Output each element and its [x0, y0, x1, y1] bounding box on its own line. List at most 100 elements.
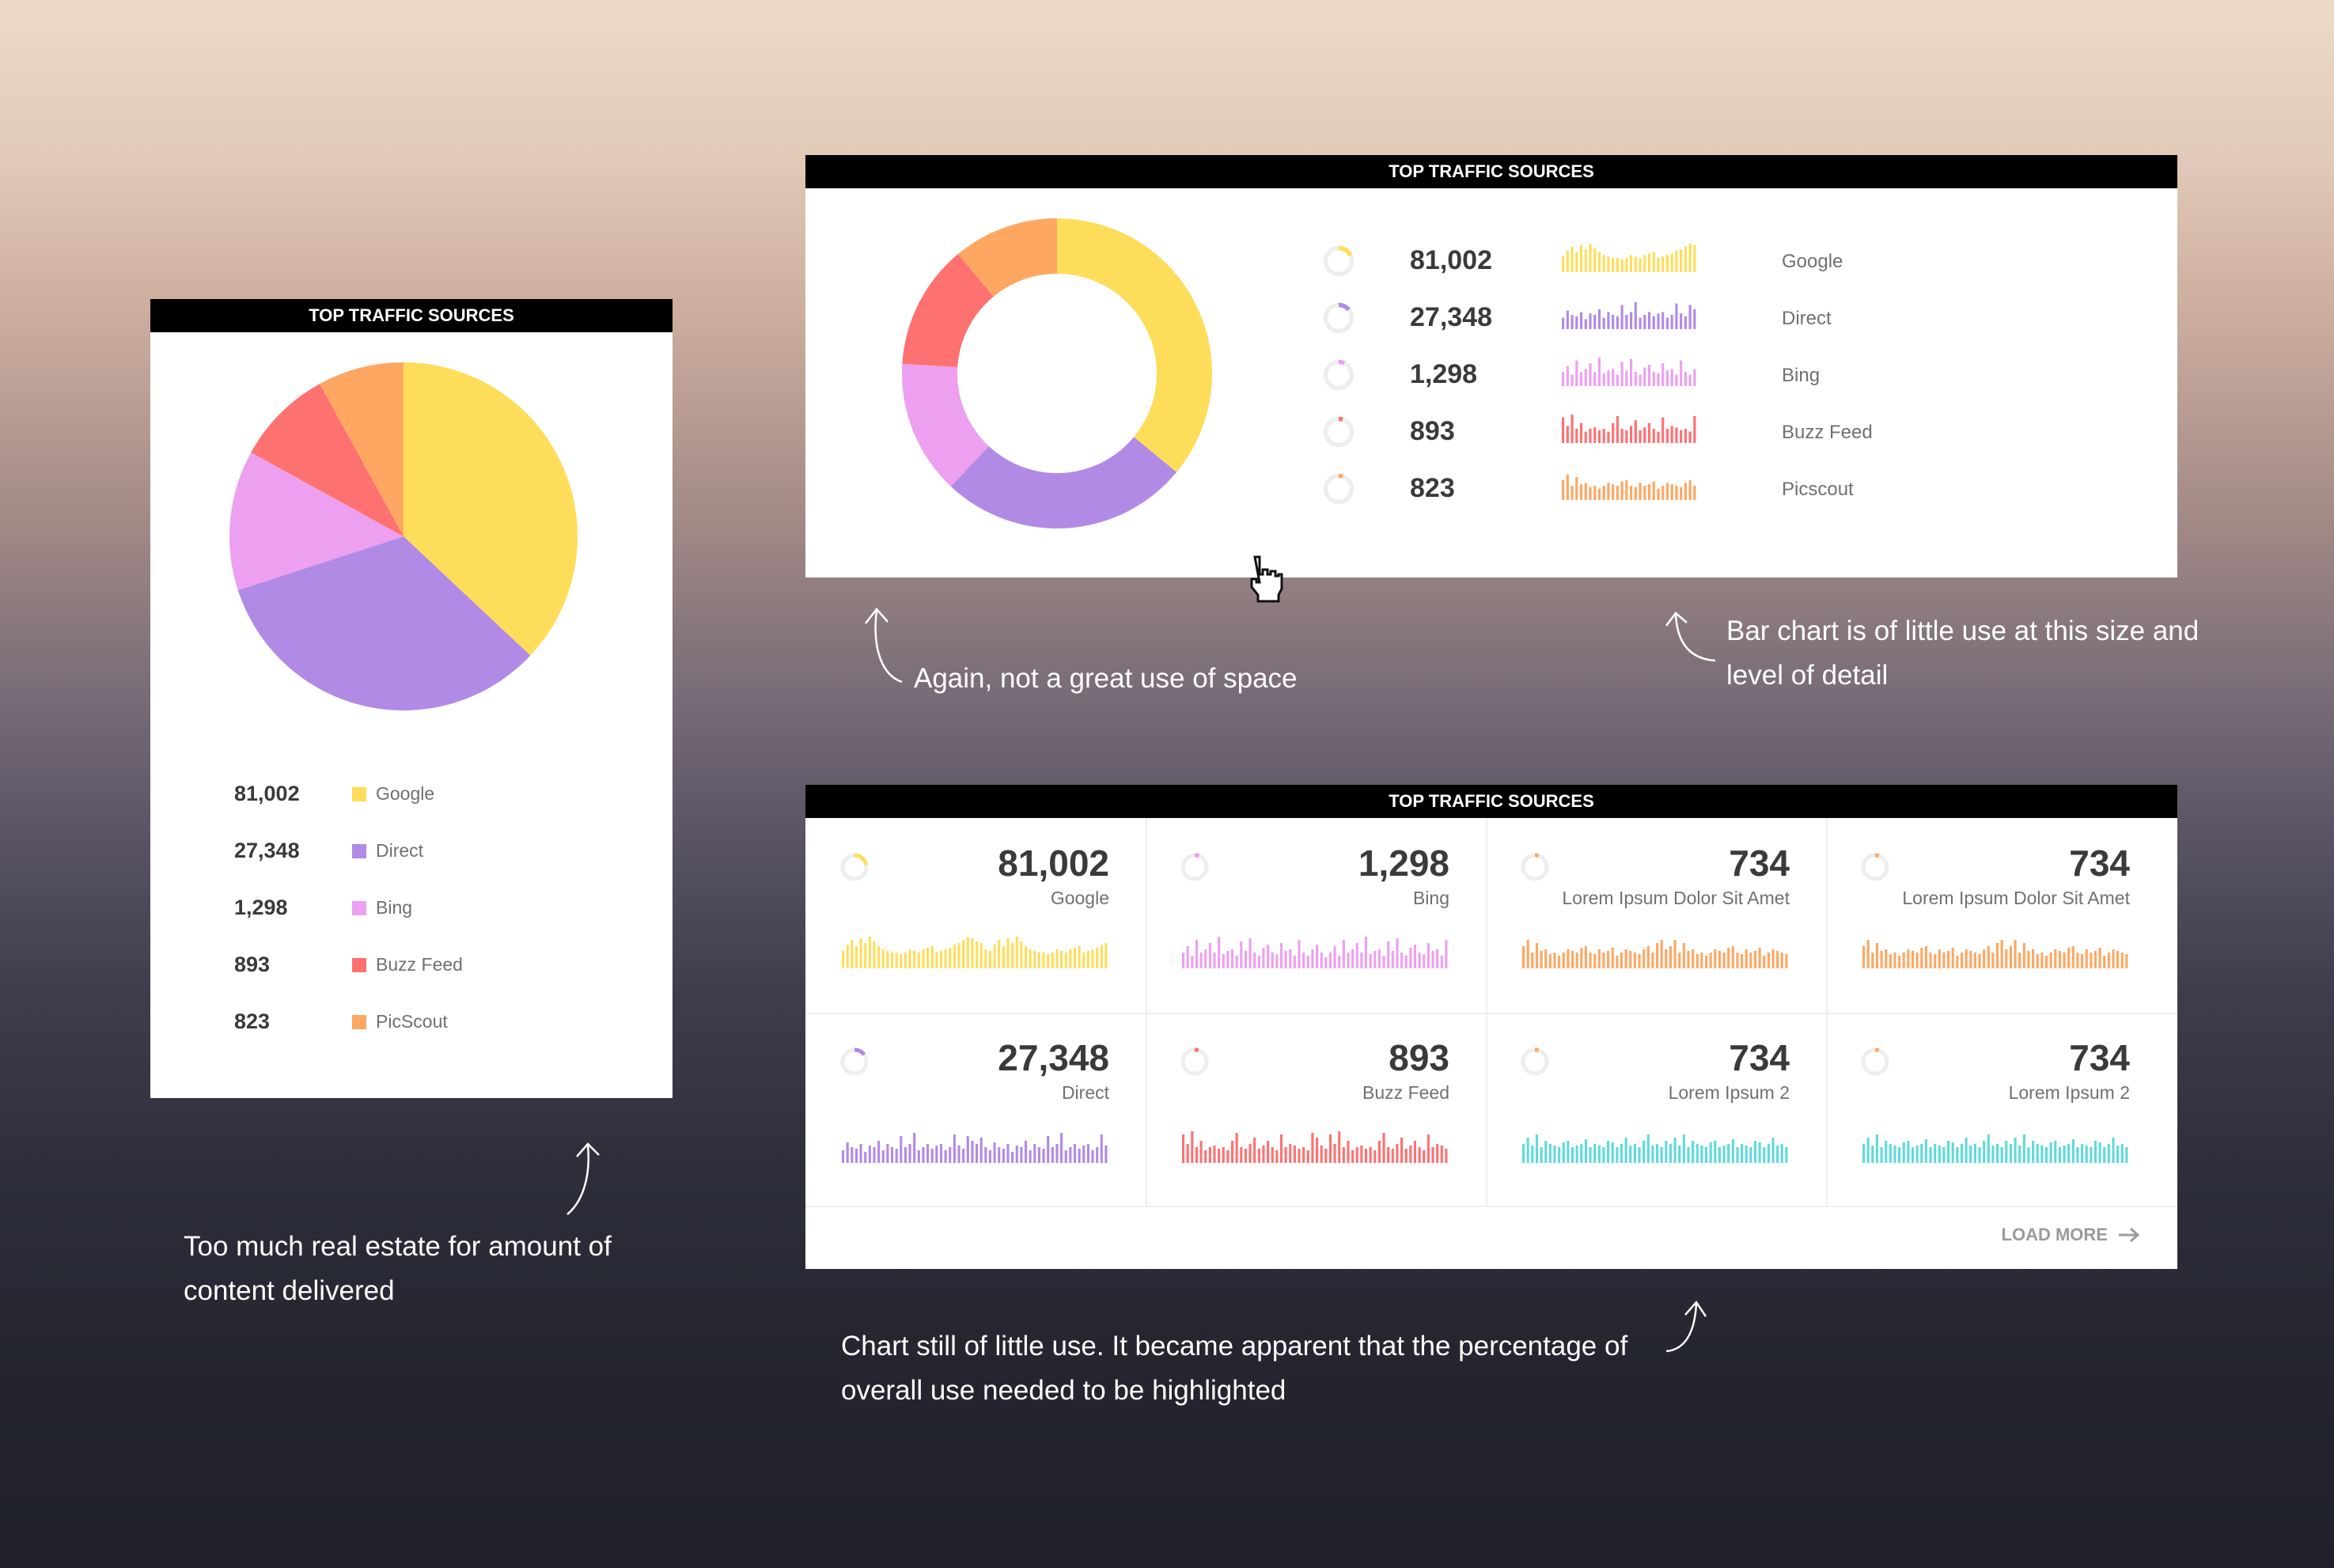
- sparkline-bar: [1055, 1144, 1059, 1163]
- sparkline-bar: [1086, 1144, 1089, 1163]
- sparkline-bar: [1956, 1147, 1959, 1163]
- source-tile[interactable]: 734 Lorem Ipsum Dolor Sit Amet: [1486, 818, 1826, 1013]
- sparkline-bar: [2103, 956, 2106, 968]
- sparkline-bar: [1584, 1139, 1587, 1163]
- sparkline-bar: [1579, 312, 1583, 329]
- sparkline-bar: [1597, 430, 1601, 443]
- source-tile[interactable]: 81,002 Google: [805, 818, 1146, 1013]
- sparkline-bar: [939, 951, 943, 968]
- sparkline-bar: [1413, 945, 1417, 968]
- annotation-card1: Too much real estate for amount of conte…: [184, 1225, 612, 1313]
- sparkline-bar: [1866, 1138, 1870, 1163]
- source-tile[interactable]: 893 Buzz Feed: [1146, 1013, 1486, 1207]
- sparkline-bar: [1616, 374, 1619, 386]
- sparkline-bar: [1597, 358, 1601, 386]
- sparkline-bar: [1298, 1149, 1301, 1163]
- sparkline-bar: [1991, 1146, 1995, 1163]
- sparkline-bar: [1875, 943, 1878, 968]
- sparkline-bar: [1682, 1134, 1685, 1163]
- sparkline-bar: [1714, 949, 1717, 968]
- sparkline-bar: [1575, 252, 1578, 272]
- sparkline-bar: [904, 1147, 907, 1163]
- sparkline-bar: [1436, 949, 1439, 968]
- sparkline-bar: [1643, 486, 1646, 500]
- sparkline-bar: [1382, 1133, 1385, 1163]
- traffic-card-pie: TOP TRAFFIC SOURCES 81,002 Google 27,348 Di…: [150, 299, 673, 1098]
- sparkline-bar: [1091, 1150, 1094, 1163]
- sparkline: [1562, 474, 1696, 500]
- sparkline-bar: [1006, 938, 1010, 968]
- sparkline-bar: [1973, 1144, 1976, 1163]
- sparkline-bar: [1965, 1138, 1968, 1163]
- sparkline-bar: [1575, 477, 1578, 500]
- sparkline-bar: [1060, 1133, 1063, 1163]
- sparkline-bar: [979, 943, 983, 968]
- sparkline-bar: [1566, 474, 1569, 500]
- sparkline-bar: [1987, 946, 1990, 968]
- legend-label: PicScout: [376, 1011, 448, 1032]
- sparkline-bar: [1293, 1146, 1296, 1163]
- sparkline-bar: [1684, 316, 1687, 329]
- source-value: 27,348: [1410, 302, 1492, 332]
- sparkline-bar: [1776, 951, 1779, 968]
- sparkline-bar: [1634, 420, 1637, 443]
- sparkline-bar: [1771, 949, 1775, 968]
- sparkline-bar: [1670, 369, 1673, 386]
- sparkline-bar: [1898, 956, 1901, 968]
- sparkline-bar: [1714, 1141, 1717, 1163]
- sparkline-bar: [993, 1142, 996, 1163]
- sparkline: [842, 937, 1108, 968]
- sparkline-bar: [1620, 259, 1624, 272]
- sparkline-bar: [2044, 956, 2048, 968]
- source-tile[interactable]: 734 Lorem Ipsum 2: [1826, 1013, 2166, 1207]
- sparkline-bar: [917, 953, 920, 968]
- sparkline-bar: [864, 943, 867, 968]
- sparkline-bar: [1324, 1149, 1328, 1163]
- source-tile[interactable]: 27,348 Direct: [805, 1013, 1146, 1207]
- sparkline-bar: [1996, 943, 1999, 968]
- sparkline-bar: [1589, 363, 1592, 386]
- sparkline-bar: [886, 1144, 889, 1163]
- sparkline-bar: [1688, 431, 1692, 443]
- sparkline-bar: [1100, 1134, 1103, 1163]
- sparkline-bar: [1709, 1142, 1712, 1163]
- sparkline-bar: [1898, 1147, 1901, 1163]
- legend-label: Direct: [376, 840, 424, 861]
- sparkline-bar: [2085, 949, 2088, 968]
- source-tile[interactable]: 734 Lorem Ipsum 2: [1486, 1013, 1826, 1207]
- sparkline-bar: [1078, 1149, 1081, 1163]
- sparkline-bar: [966, 937, 969, 968]
- sparkline-bar: [2005, 1141, 2008, 1163]
- sparkline-bar: [1785, 954, 1788, 968]
- source-value: 893: [1410, 416, 1455, 446]
- sparkline-bar: [877, 946, 881, 968]
- source-label: Direct: [1782, 308, 1832, 329]
- source-tile[interactable]: 734 Lorem Ipsum Dolor Sit Amet: [1826, 818, 2166, 1013]
- sparkline-bar: [998, 940, 1001, 968]
- sparkline-bar: [1204, 949, 1207, 968]
- sparkline-bar: [1320, 953, 1323, 968]
- sparkline-bar: [1785, 1147, 1788, 1163]
- sparkline-bar: [1579, 372, 1583, 386]
- sparkline-bar: [2067, 948, 2071, 968]
- sparkline-bar: [2125, 1147, 2128, 1163]
- sparkline-bar: [1643, 427, 1646, 443]
- sparkline: [1182, 1131, 1448, 1163]
- source-tile[interactable]: 1,298 Bing: [1146, 818, 1486, 1013]
- sparkline-bar: [1973, 953, 1976, 968]
- ring-arc: [1874, 1047, 1880, 1053]
- sparkline-bar: [1566, 251, 1569, 272]
- sparkline-bar: [1960, 953, 1964, 968]
- sparkline-bar: [877, 1141, 881, 1163]
- sparkline-bar: [1947, 951, 1950, 968]
- sparkline-bar: [1731, 946, 1734, 968]
- sparkline-bar: [1253, 1138, 1256, 1163]
- load-more-button[interactable]: LOAD MORE: [2002, 1225, 2141, 1245]
- sparkline-bar: [1440, 1146, 1443, 1163]
- sparkline-bar: [1182, 953, 1185, 968]
- sparkline-bar: [1047, 954, 1050, 968]
- sparkline-bar: [1616, 258, 1619, 272]
- sparkline-bar: [1571, 951, 1574, 968]
- sparkline-bar: [1693, 486, 1696, 500]
- sparkline-bar: [1629, 951, 1632, 968]
